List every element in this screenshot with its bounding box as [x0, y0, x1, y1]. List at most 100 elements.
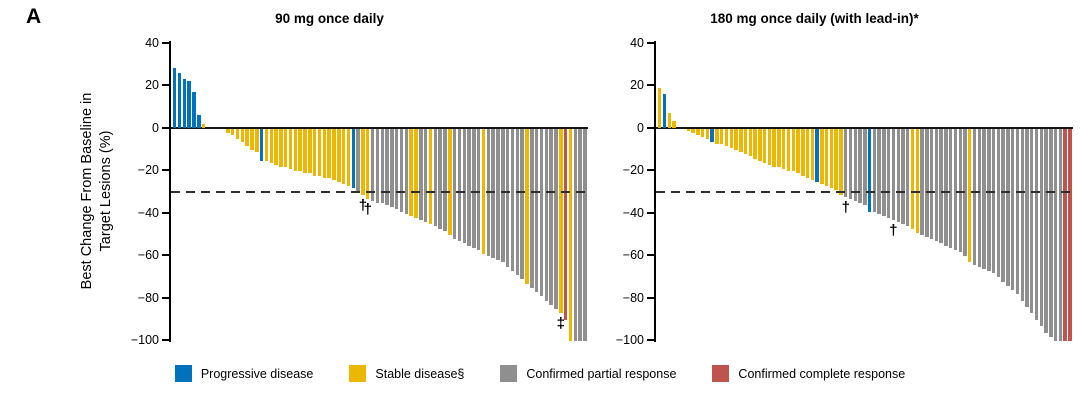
double-dagger-marker: ‡ [556, 315, 565, 333]
bar [939, 128, 943, 244]
y-axis-tick [162, 339, 169, 341]
bar [1058, 128, 1063, 341]
bar [1020, 128, 1024, 301]
bar [820, 128, 824, 184]
y-axis-title: Best Change From Baseline in Target Lesi… [78, 61, 122, 321]
bar [341, 128, 346, 184]
bar [568, 128, 573, 341]
bar [1025, 128, 1029, 308]
bar [796, 128, 800, 174]
bar [915, 128, 919, 233]
bar [573, 128, 577, 341]
bar [1068, 128, 1072, 341]
dagger-marker: † [358, 196, 368, 214]
bar [1063, 128, 1067, 341]
bar [177, 72, 182, 128]
bar [385, 128, 389, 206]
bar [982, 128, 986, 269]
bar [705, 128, 710, 140]
y-axis-tick [162, 42, 169, 44]
bar [370, 128, 375, 201]
bar [953, 128, 958, 250]
bar [667, 113, 671, 128]
bar [539, 128, 544, 297]
reference-line-minus30pct [171, 190, 588, 193]
bar [920, 128, 924, 235]
bar [829, 128, 834, 189]
bar [322, 128, 327, 178]
bar [886, 128, 891, 218]
y-axis-tick [647, 296, 654, 299]
bar [700, 128, 705, 138]
waterfall-plot-180mg: 40 20 0 −20 −40 −60 −80 −100 † † [616, 37, 1073, 346]
bar [743, 128, 748, 155]
bar [351, 128, 355, 189]
bar [394, 128, 399, 210]
y-axis-tick [647, 169, 654, 172]
y-axis-tick-label: −40 [622, 205, 644, 220]
bar [423, 128, 428, 223]
bar [404, 128, 409, 214]
bar [515, 128, 520, 276]
y-axis-tick-label: 0 [152, 120, 159, 135]
bar [762, 128, 767, 163]
bar [250, 128, 254, 151]
bar [1010, 128, 1015, 291]
y-axis-tick [162, 254, 169, 257]
bar [786, 128, 791, 172]
bar [686, 128, 691, 131]
y-axis-tick-label: 40 [630, 36, 644, 50]
bar [777, 128, 781, 168]
bar [824, 128, 829, 187]
bar [192, 91, 196, 128]
bar [848, 128, 853, 199]
bar [298, 128, 302, 172]
bar [226, 128, 230, 134]
bar [863, 128, 867, 206]
bar [758, 128, 762, 161]
bar [544, 128, 549, 301]
y-axis-tick-label: 40 [145, 36, 159, 50]
bar [467, 128, 471, 246]
dagger-marker: † [363, 200, 372, 218]
legend-label: Confirmed partial response [526, 366, 677, 381]
bar [366, 128, 370, 199]
bar [1030, 128, 1034, 314]
bar [1049, 128, 1053, 337]
y-axis-tick-label: −60 [622, 248, 644, 263]
bar [197, 115, 201, 128]
bar [972, 128, 977, 265]
bar [925, 128, 929, 238]
bar [791, 128, 795, 172]
bar [583, 128, 587, 341]
bar [929, 128, 934, 240]
bar [696, 128, 700, 136]
bar [834, 128, 838, 191]
bar [288, 128, 293, 170]
bar [201, 123, 206, 128]
bar [910, 128, 915, 229]
bar [496, 128, 500, 261]
bar [361, 128, 365, 195]
zero-baseline [656, 126, 1073, 129]
bar [658, 87, 662, 128]
bar [279, 128, 283, 168]
legend-item: Stable disease§ [349, 365, 464, 382]
bar [259, 128, 264, 161]
legend-swatch-stable-disease- [349, 365, 367, 382]
legend-label: Stable disease§ [375, 366, 465, 381]
bar [729, 128, 733, 148]
bar [462, 128, 466, 244]
bar [748, 128, 753, 157]
bar [230, 128, 235, 136]
y-axis-tick [647, 254, 654, 257]
bar [245, 128, 249, 146]
bar [269, 128, 273, 163]
bar [1034, 128, 1039, 320]
bar [891, 128, 896, 221]
bar [1015, 128, 1020, 295]
bar [782, 128, 786, 170]
y-axis-title-line1: Best Change From Baseline in [79, 92, 95, 290]
bar [877, 128, 881, 214]
